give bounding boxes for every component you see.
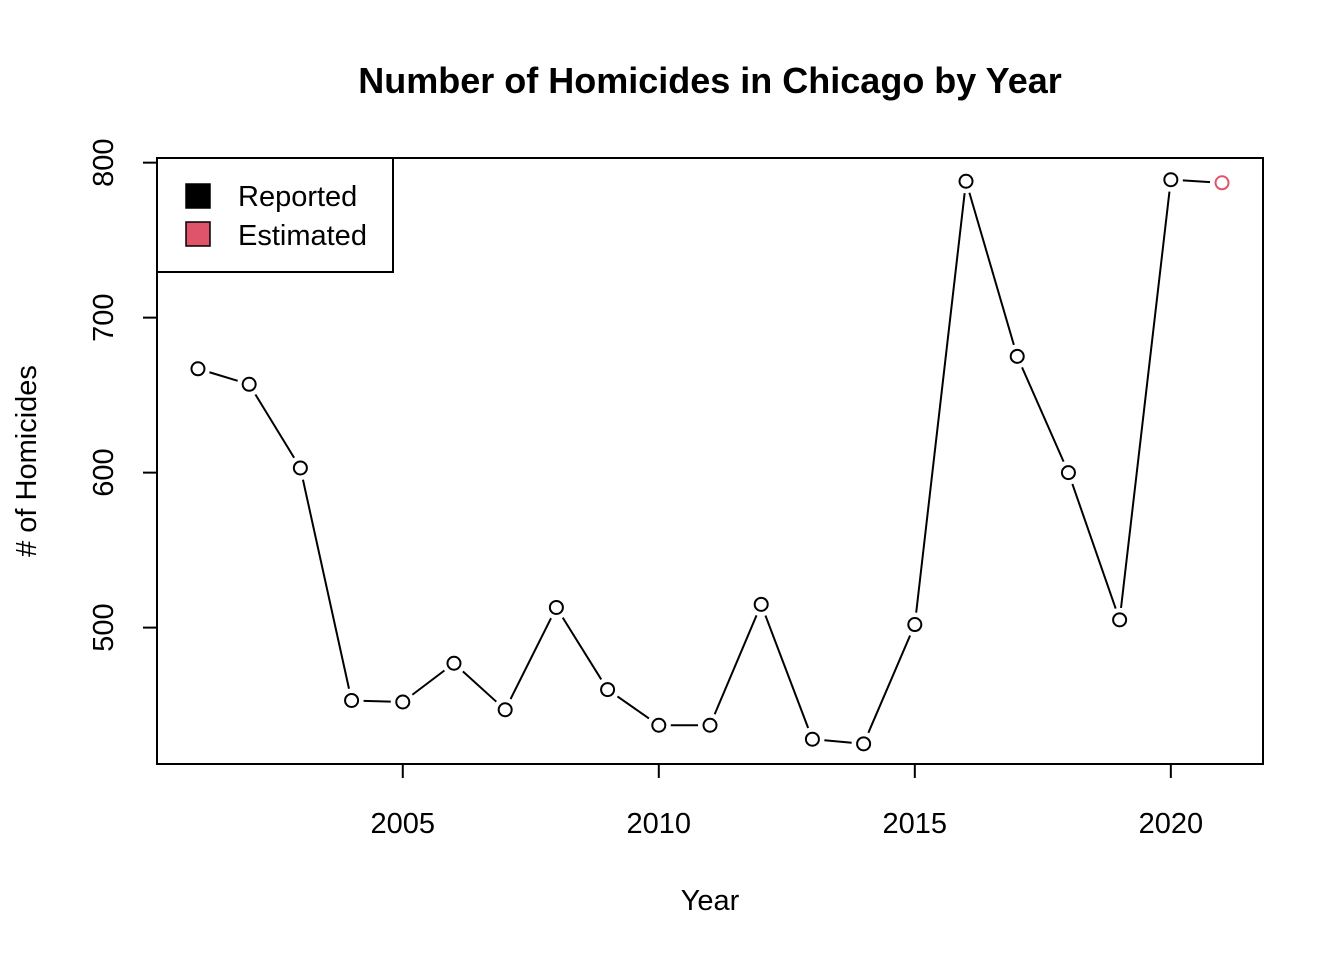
series-line-segment [1182,179,1211,184]
y-tick-label: 700 [88,293,120,341]
series-line-segment [301,479,350,689]
data-point [1009,348,1025,364]
data-point [958,173,974,189]
series-line-segment [824,739,852,744]
legend-swatch-estimated [185,221,211,247]
data-point [856,736,872,752]
data-point [446,655,462,671]
x-tick-label: 2005 [371,808,436,840]
legend-swatch-reported [185,183,211,209]
y-axis: 500 600 700 800 [88,138,157,652]
x-axis-label: Year [681,885,740,917]
data-point [1163,172,1179,188]
legend-label-estimated: Estimated [238,220,367,252]
data-point [292,460,308,476]
x-tick-label: 2020 [1139,808,1204,840]
legend-label-reported: Reported [238,181,357,213]
data-point [702,717,718,733]
series-line-segment [713,615,758,715]
series-line-segment [254,393,295,459]
series-line-segment [968,192,1015,346]
series-line-segment [764,615,810,729]
x-tick-label: 2010 [627,808,692,840]
data-point [907,617,923,633]
data-point [395,694,411,710]
series-line-segment [867,635,912,734]
data-point [1112,612,1128,628]
legend: Reported Estimated [156,157,394,273]
data-point [1060,465,1076,481]
series-line-segment [616,695,650,720]
y-tick-label: 600 [88,448,120,496]
x-tick-label: 2015 [883,808,948,840]
legend-box [156,157,394,273]
data-point [804,731,820,747]
series-line-segment [1120,191,1171,609]
series-layer [190,172,1230,752]
data-point [753,596,769,612]
data-point [1214,175,1230,191]
x-axis: 2005 2010 2015 2020 [371,764,1204,840]
data-point [600,682,616,698]
series-line-segment [915,193,966,613]
series-line-segment [363,699,391,703]
series-line-segment [561,617,603,680]
y-axis-label: # of Homicides [11,365,43,557]
series-line-segment [209,371,238,382]
plot-frame [156,157,1264,765]
data-point [548,599,564,615]
series-line-segment [462,670,497,703]
data-point [497,702,513,718]
series-line-segment [411,669,446,696]
series-line-segment [1021,366,1065,463]
data-point [190,361,206,377]
series-line-segment [509,617,552,700]
y-tick-label: 500 [88,603,120,651]
series-line-segment [1071,483,1117,609]
y-tick-label: 800 [88,138,120,186]
data-point [241,376,257,392]
data-point [344,692,360,708]
chart-title: Number of Homicides in Chicago by Year [358,60,1062,101]
data-point [651,717,667,733]
